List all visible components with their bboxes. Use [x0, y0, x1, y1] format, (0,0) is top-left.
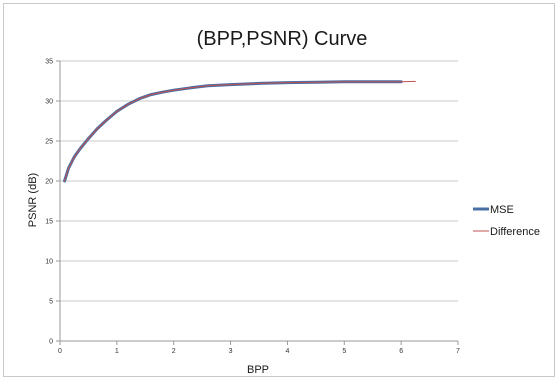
legend-label-mse: MSE [490, 204, 514, 216]
x-tick-label-3: 3 [229, 348, 233, 355]
x-tick-label-1: 1 [115, 348, 119, 355]
x-tick-label-4: 4 [285, 348, 289, 355]
x-axis-title: BPP [247, 364, 269, 376]
grid-lines [60, 60, 458, 302]
y-tick-label-10: 10 [45, 259, 53, 266]
x-tick-label-7: 7 [456, 348, 460, 355]
tick-labels: 0 5 10 15 20 25 30 35 0 1 2 3 4 5 6 7 [45, 59, 460, 356]
series-line-mse [63, 80, 403, 183]
y-tick-label-20: 20 [45, 179, 53, 186]
y-tick-label-0: 0 [49, 339, 53, 346]
x-tick-label-2: 2 [172, 348, 176, 355]
series-lines [63, 80, 416, 183]
x-tick-label-6: 6 [399, 348, 403, 355]
axes [56, 60, 459, 345]
y-tick-label-15: 15 [45, 219, 53, 226]
x-tick-label-0: 0 [58, 348, 62, 355]
y-tick-label-25: 25 [45, 139, 53, 146]
legend-label-difference: Difference [490, 226, 540, 238]
x-tick-label-5: 5 [342, 348, 346, 355]
chart-title: (BPP,PSNR) Curve [197, 28, 368, 50]
legend: MSE Difference [473, 204, 540, 238]
y-tick-label-5: 5 [49, 299, 53, 306]
chart-frame [3, 3, 555, 377]
y-axis-title: PSNR (dB) [27, 173, 39, 227]
y-tick-label-30: 30 [45, 99, 53, 106]
series-line-difference [64, 80, 416, 182]
y-tick-label-35: 35 [45, 59, 53, 66]
